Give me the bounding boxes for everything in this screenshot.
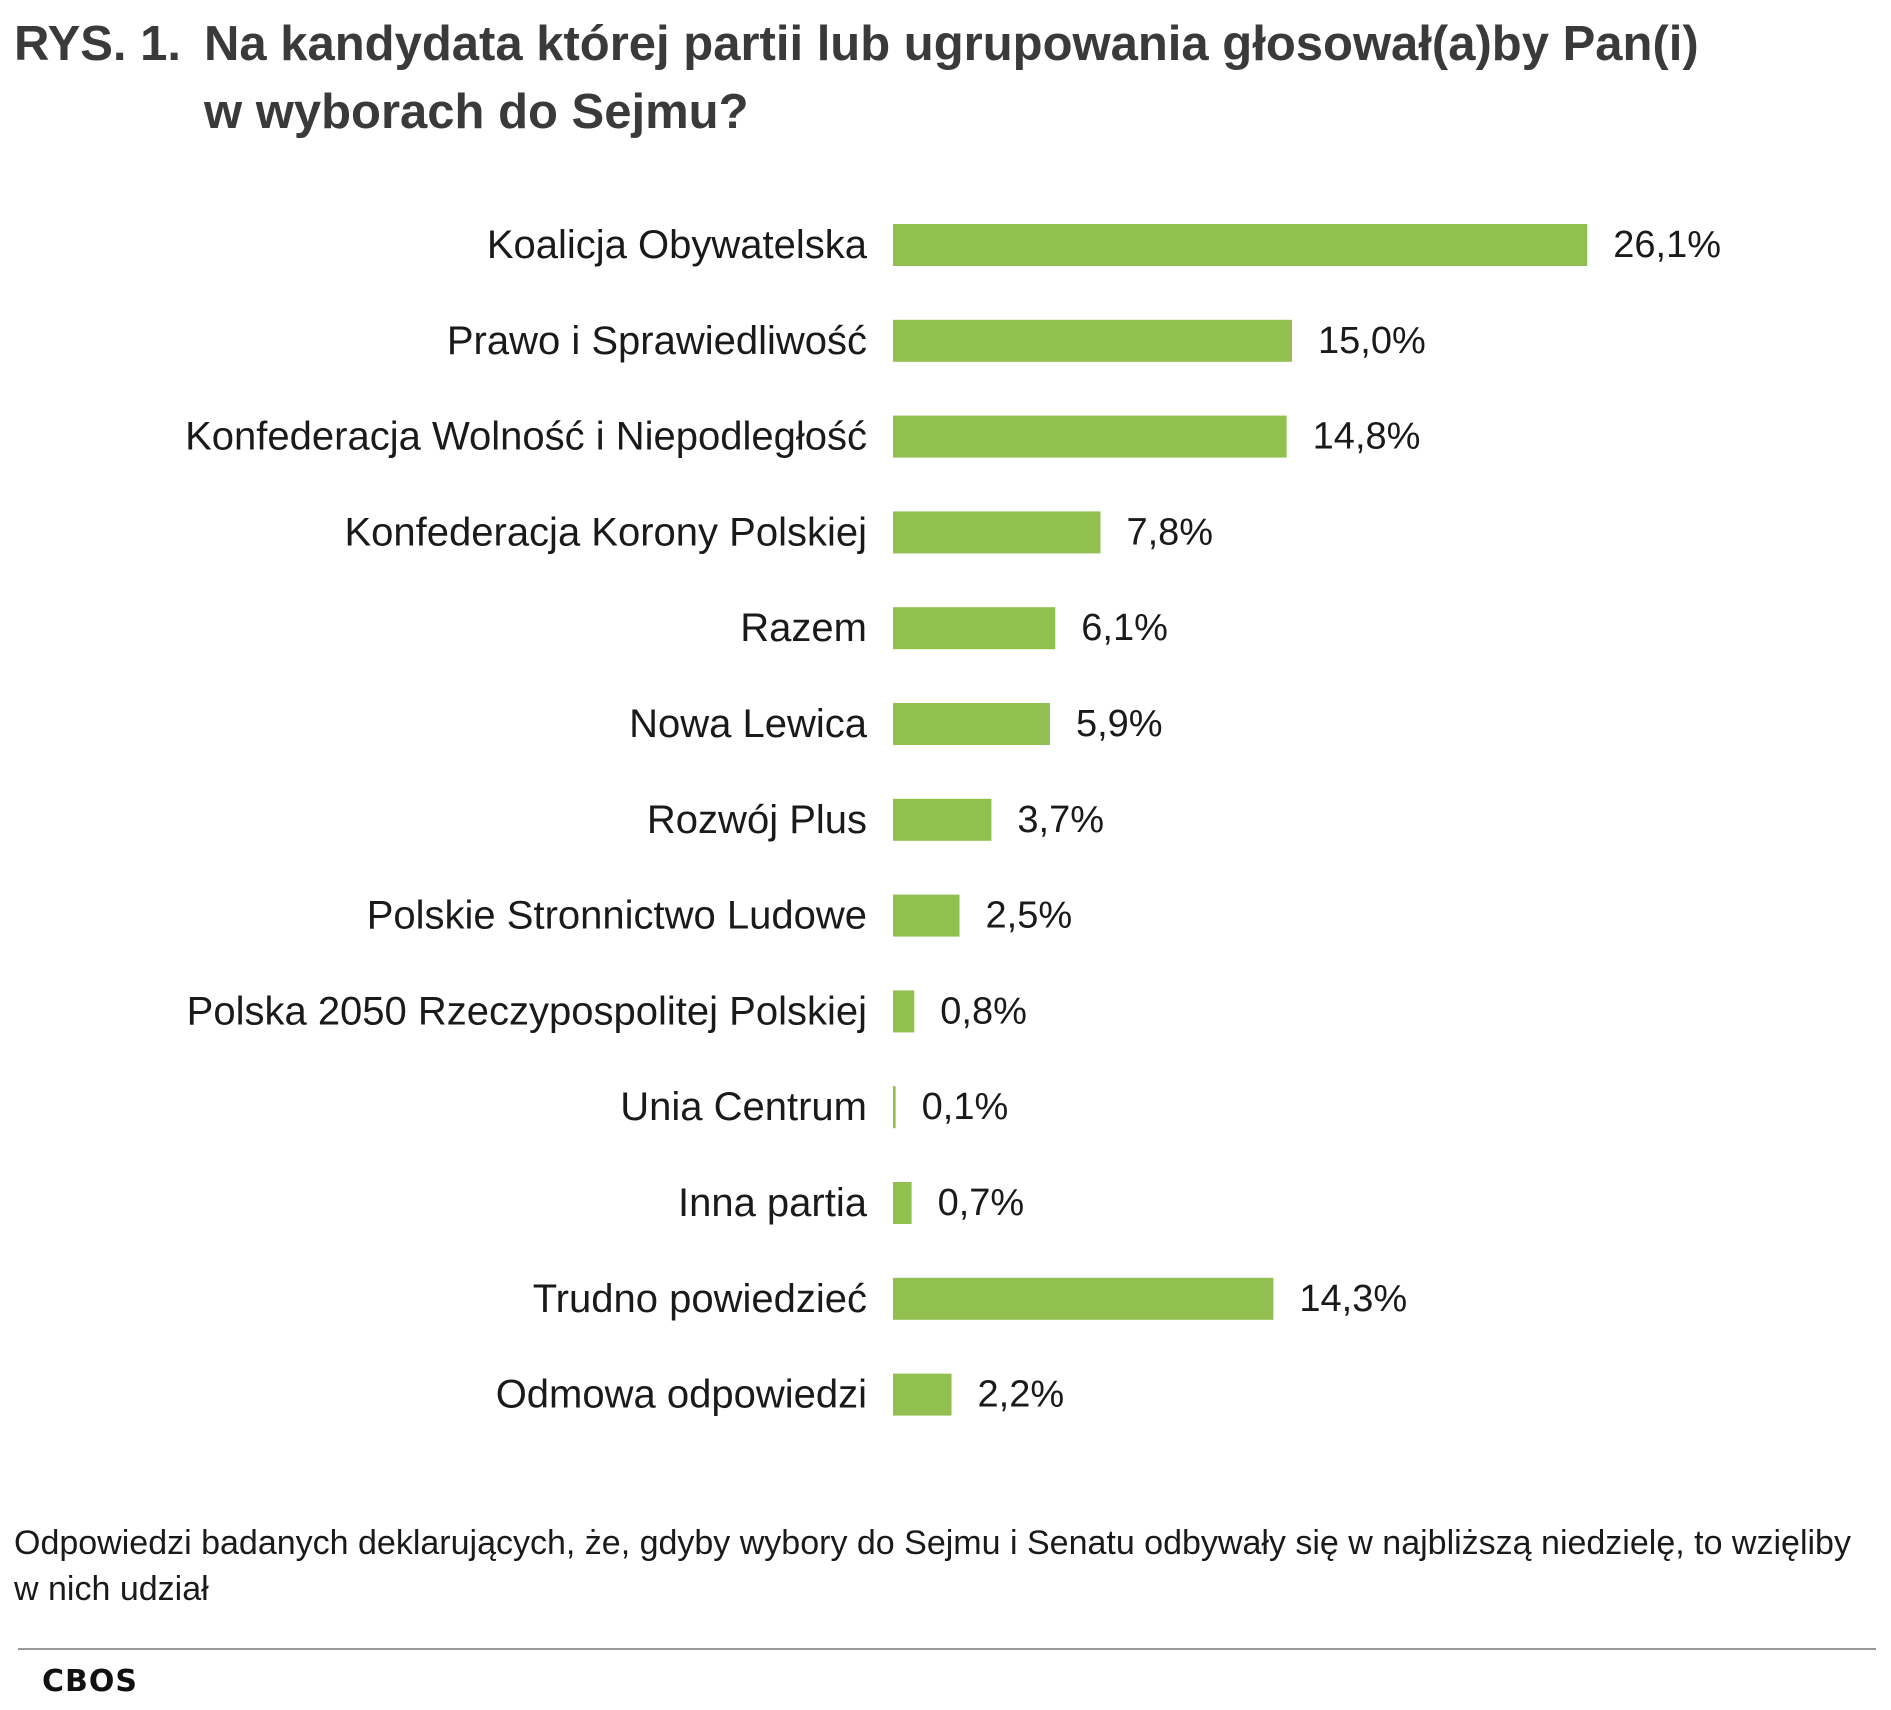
category-label: Polska 2050 Rzeczypospolitej Polskiej	[187, 989, 867, 1033]
bar	[893, 798, 992, 841]
bar	[893, 607, 1056, 650]
bar-chart: Koalicja Obywatelska 26,1% Prawo i Sprawie…	[185, 223, 1721, 1417]
bar	[893, 894, 960, 937]
category-label: Koalicja Obywatelska	[487, 223, 868, 267]
bar	[893, 1373, 952, 1416]
value-label: 2,2%	[978, 1374, 1065, 1416]
value-label: 0,8%	[940, 990, 1027, 1032]
bar	[893, 415, 1287, 458]
category-label: Konfederacja Wolność i Niepodległość	[185, 415, 867, 459]
bar	[893, 224, 1588, 266]
bar	[893, 511, 1101, 554]
category-label: Prawo i Sprawiedliwość	[447, 319, 867, 363]
footer-divider	[18, 1648, 1876, 1650]
chart-title: RYS. 1. Na kandydata której partii lub ug…	[14, 10, 1864, 146]
bar-chart-plot: Koalicja Obywatelska 26,1% Prawo i Sprawie…	[185, 223, 1721, 1417]
category-label: Nowa Lewica	[629, 702, 868, 746]
category-label: Inna partia	[678, 1181, 868, 1225]
category-label: Polskie Stronnictwo Ludowe	[367, 894, 867, 938]
category-label: Rozwój Plus	[647, 798, 867, 842]
value-label: 5,9%	[1076, 703, 1163, 745]
value-label: 7,8%	[1126, 511, 1213, 553]
bar	[893, 319, 1292, 362]
category-label: Razem	[740, 606, 867, 650]
chart-title-line-1: RYS. 1. Na kandydata której partii lub ug…	[14, 10, 1864, 78]
bar	[893, 990, 915, 1033]
chart-note: Odpowiedzi badanych deklarujących, że, g…	[14, 1524, 1851, 1608]
value-label: 0,1%	[922, 1086, 1009, 1128]
category-label: Trudno powiedzieć	[533, 1277, 867, 1321]
value-label: 3,7%	[1017, 799, 1104, 841]
bar	[893, 1086, 896, 1129]
value-label: 14,3%	[1299, 1278, 1407, 1320]
value-label: 2,5%	[986, 895, 1073, 937]
value-label: 26,1%	[1613, 224, 1721, 266]
source-logo: CBOS	[42, 1664, 138, 1699]
bar	[893, 1182, 912, 1224]
value-label: 0,7%	[938, 1182, 1025, 1224]
value-label: 14,8%	[1313, 416, 1421, 458]
figure-number: RYS. 1.	[14, 17, 182, 71]
title-text-line-1: Na kandydata której partii lub ugrupowan…	[204, 17, 1699, 71]
category-label: Odmowa odpowiedzi	[496, 1373, 867, 1417]
value-label: 15,0%	[1318, 320, 1426, 362]
category-label: Unia Centrum	[620, 1085, 867, 1129]
category-label: Konfederacja Korony Polskiej	[344, 510, 867, 554]
bar	[893, 703, 1050, 745]
bar	[893, 1277, 1274, 1320]
title-text-line-2: w wyborach do Sejmu?	[204, 85, 749, 139]
value-label: 6,1%	[1081, 607, 1168, 649]
